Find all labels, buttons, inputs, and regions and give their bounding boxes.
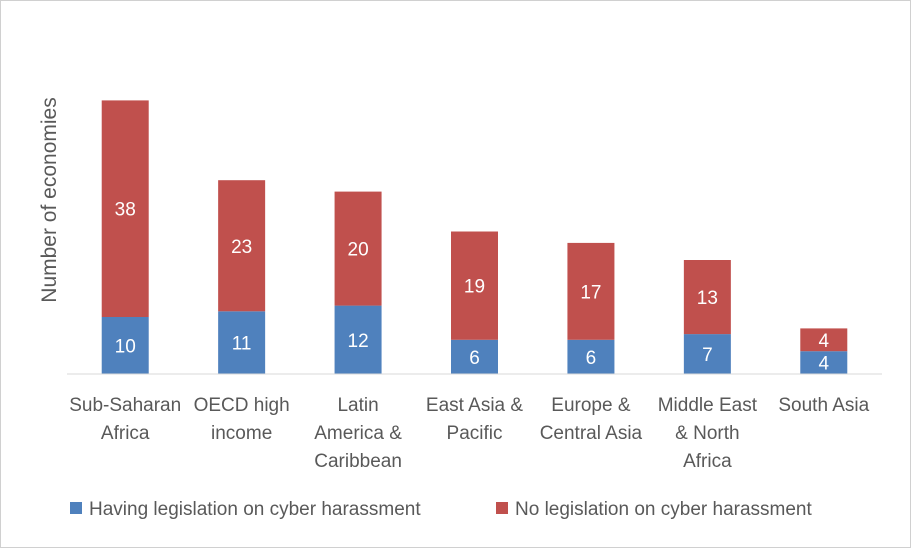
data-label-no-2: 20 [348,240,369,261]
data-label-having-3: 6 [469,348,480,369]
x-tick-label-line: Latin [337,395,378,416]
x-tick-label-line: East Asia & [426,395,523,416]
x-tick-label-line: Africa [683,451,732,472]
data-label-having-0: 10 [115,337,136,358]
x-tick-label-line: Central Asia [540,423,643,444]
bar-no-legislation-1 [218,180,266,312]
data-label-no-6: 4 [818,331,829,352]
x-tick-label-0: Sub-Saharan Africa [69,395,181,444]
x-tick-label-line: America & [314,423,402,444]
bar-having-legislation-6 [800,351,848,374]
data-label-no-1: 23 [231,237,252,258]
x-tick-label-1: OECD high income [194,395,290,444]
data-label-no-5: 13 [697,288,718,309]
x-tick-label-line: Africa [101,423,150,444]
x-tick-label-4: Europe & Central Asia [540,395,643,444]
data-label-having-4: 6 [586,348,597,369]
data-label-having-6: 4 [818,354,829,375]
x-tick-label-line: Sub-Saharan [69,395,181,416]
x-tick-label-line: Middle East [658,395,758,416]
bar-no-legislation-3 [451,231,498,340]
bar-having-legislation-4 [567,339,615,374]
bar-no-legislation-4 [567,242,615,340]
data-label-having-1: 11 [232,334,252,355]
legend-swatch-having-legislation [70,502,82,514]
x-tick-label-5: Middle East & North Africa [658,395,758,472]
x-tick-label-line: South Asia [778,395,869,416]
data-label-having-2: 12 [348,331,369,352]
bar-no-legislation-6 [800,328,848,352]
x-tick-label-2: Latin America & Caribbean [314,395,402,472]
legend: Having legislation on cyber harassment No… [70,499,812,520]
bars-group: 10 38 11 23 12 20 6 19 6 17 7 13 44 [101,100,848,375]
data-label-no-3: 19 [464,277,485,298]
bar-no-legislation-0 [101,100,149,318]
x-tick-label-6: South Asia [778,395,869,416]
bar-having-legislation-1 [218,311,266,374]
x-tick-label-3: East Asia & Pacific [426,395,523,444]
bar-having-legislation-5 [683,334,731,374]
bar-no-legislation-5 [683,260,731,335]
legend-label-having-legislation: Having legislation on cyber harassment [89,499,421,520]
x-tick-label-line: Pacific [447,423,503,444]
data-label-no-4: 17 [580,282,601,303]
bar-no-legislation-2 [334,191,382,306]
bar-having-legislation-3 [451,339,498,374]
bar-having-legislation-0 [101,317,149,374]
bar-having-legislation-2 [334,305,382,374]
data-label-having-5: 7 [702,345,713,366]
data-label-no-0: 38 [115,200,136,221]
x-tick-label-line: income [211,423,272,444]
legend-swatch-no-legislation [496,502,508,514]
y-axis-label: Number of economies [38,97,61,302]
x-tick-label-line: Caribbean [314,451,402,472]
x-tick-label-line: & North [675,423,739,444]
x-tick-label-line: Europe & [551,395,631,416]
legend-label-no-legislation: No legislation on cyber harassment [515,499,812,520]
x-tick-labels: Sub-Saharan Africa OECD high income Latin Ame… [69,395,869,472]
x-tick-label-line: OECD high [194,395,290,416]
